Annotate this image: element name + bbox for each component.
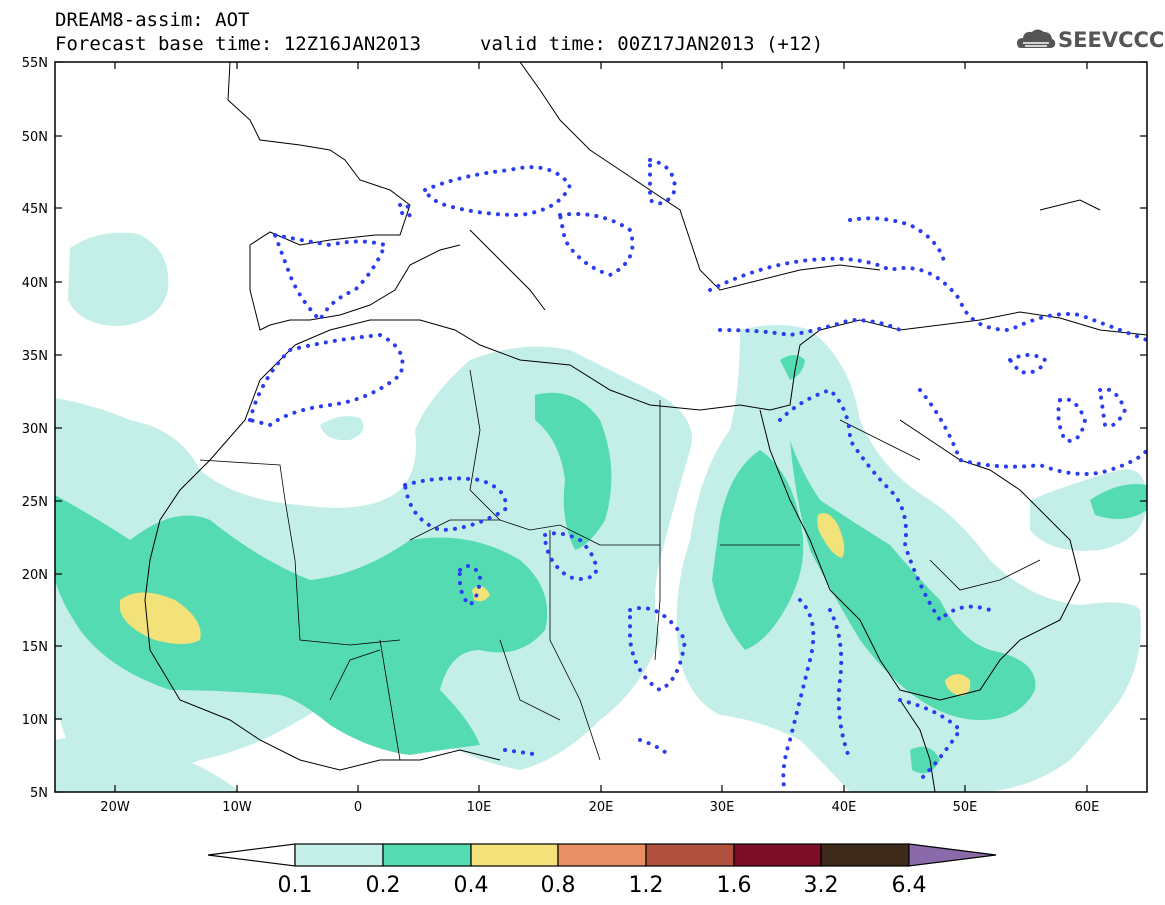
colorbar-label: 0.1: [278, 873, 313, 898]
lat-label: 10N: [22, 713, 48, 728]
lon-label: 0: [354, 800, 362, 815]
colorbar-label: 1.2: [629, 873, 664, 898]
map-title: DREAM8-assim: AOT: [55, 9, 250, 31]
aot-medium-area: [55, 355, 1147, 774]
forecast-time-line: Forecast base time: 12Z16JAN2013 valid ti…: [55, 33, 823, 55]
lat-label: 20N: [22, 568, 48, 583]
colorbar-swatch: [470, 843, 559, 867]
lat-label: 50N: [22, 130, 48, 145]
lat-label: 45N: [22, 202, 48, 217]
colorbar-swatch: [733, 843, 822, 867]
valid-time-label: valid time: 00Z17JAN2013 (+12): [480, 33, 824, 55]
colorbar-swatch: [820, 843, 910, 867]
lon-label: 30E: [710, 800, 735, 815]
lat-label: 55N: [22, 56, 48, 71]
colorbar-high-arrow: [908, 843, 997, 867]
colorbar-label: 1.6: [717, 873, 752, 898]
colorbar-label: 6.4: [892, 873, 927, 898]
longitude-axis: 20W 10W 0 10E 20E 30E 40E 50E 60E: [100, 62, 1099, 815]
lon-label: 60E: [1075, 800, 1100, 815]
colorbar-swatch: [382, 843, 472, 867]
colorbar: [207, 843, 997, 867]
lon-label: 10E: [467, 800, 492, 815]
lon-label: 20E: [589, 800, 614, 815]
seevccc-logo-text: SEEVCCC: [1058, 28, 1165, 52]
colorbar-labels: 0.1 0.2 0.4 0.8 1.2 1.6 3.2 6.4: [278, 873, 927, 898]
base-time-label: Forecast base time: 12Z16JAN2013: [55, 33, 422, 55]
lat-label: 15N: [22, 640, 48, 655]
lon-label: 40E: [832, 800, 857, 815]
aot-high-area: [120, 512, 971, 696]
cloud-logo-icon: [1017, 29, 1056, 48]
lon-label: 50E: [953, 800, 978, 815]
lat-label: 40N: [22, 276, 48, 291]
colorbar-swatch: [294, 843, 384, 867]
colorbar-label: 0.2: [366, 873, 401, 898]
colorbar-label: 0.8: [541, 873, 576, 898]
colorbar-label: 0.4: [454, 873, 489, 898]
colorbar-label: 3.2: [804, 873, 839, 898]
lon-label: 10W: [222, 800, 252, 815]
lat-label: 25N: [22, 495, 48, 510]
lat-label: 5N: [30, 786, 48, 801]
lat-label: 30N: [22, 422, 48, 437]
coastlines: [144, 62, 1147, 792]
borders: [199, 369, 1041, 761]
lat-label: 35N: [22, 349, 48, 364]
contour-dots: [247, 157, 1147, 792]
colorbar-swatch: [557, 843, 647, 867]
colorbar-swatch: [645, 843, 735, 867]
lon-label: 20W: [100, 800, 130, 815]
latitude-axis: 55N 50N 45N 40N 35N 30N 25N 20N 15N 10N …: [22, 56, 1147, 801]
colorbar-low-arrow: [207, 843, 296, 867]
